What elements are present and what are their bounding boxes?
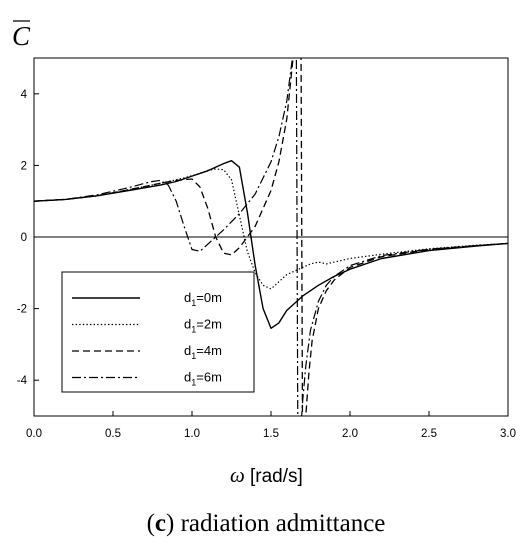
x-axis-label-unit: [rad/s] [250, 466, 303, 487]
caption-text: radiation admittance [180, 510, 386, 537]
series-line-3 [34, 58, 508, 416]
legend-label-4: d1=6m [184, 370, 222, 388]
legend: d1=0m d1=2m d1=4m d1=6m [61, 271, 255, 393]
x-tick-label: 0.5 [105, 428, 121, 440]
chart: C 0.0 0.5 1.0 1.5 2.0 2.5 3.0 -4 -2 0 2 4 d1=0m d1=2… [12, 20, 516, 487]
figure-caption: (c) radiation admittance [146, 510, 386, 537]
legend-label-1: d1=0m [184, 290, 222, 308]
x-tick-label: 3.0 [500, 428, 516, 440]
x-axis-label: ω [rad/s] [230, 463, 303, 487]
y-tick-label: -4 [17, 375, 28, 387]
series-line-4 [34, 58, 508, 416]
x-tick-label: 1.5 [263, 428, 279, 440]
x-tick-label: 1.0 [184, 428, 200, 440]
y-tick-label: 0 [21, 232, 27, 244]
series-line-2 [34, 168, 508, 290]
x-tick-label: 0.0 [26, 428, 42, 440]
x-axis-label-symbol: ω [230, 463, 245, 487]
y-tick-label: -2 [17, 304, 27, 316]
y-tick-label: 2 [21, 160, 27, 172]
x-tick-label: 2.5 [421, 428, 437, 440]
legend-label-3: d1=4m [184, 343, 222, 361]
y-axis-label: C [12, 21, 31, 51]
y-tick-label: 4 [21, 89, 28, 101]
caption-label: c [154, 510, 167, 537]
series-line-1 [34, 159, 508, 329]
legend-label-2: d1=2m [184, 317, 222, 335]
x-tick-label: 2.0 [342, 428, 358, 440]
legend-box [61, 271, 255, 393]
